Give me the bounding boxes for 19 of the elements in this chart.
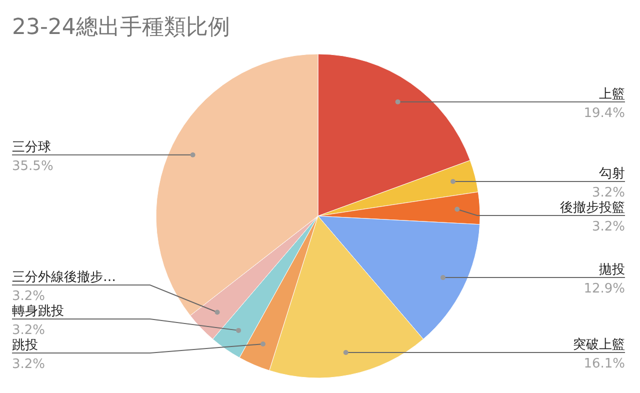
slice-label: 拋投 [599,262,625,278]
data-label: 3.2% [12,289,46,304]
data-label: 3.2% [12,323,46,338]
slice-label: 後撤步投籃 [560,200,625,216]
data-label: 35.5% [12,158,54,174]
slice-label: 三分外線後撤步… [12,270,116,285]
slice-label: 三分球 [12,140,51,155]
slice-label: 轉身跳投 [12,304,64,319]
data-label: 3.2% [592,220,625,235]
slice-label: 上籃 [599,86,625,102]
data-label: 16.1% [584,356,625,372]
data-label: 19.4% [584,106,625,121]
slice-label: 突破上籃 [573,338,625,353]
data-label: 3.2% [592,186,625,201]
data-label: 3.2% [12,357,46,372]
slice-label: 勾射 [599,166,625,182]
slice-label: 跳投 [12,338,38,353]
data-label: 12.9% [584,282,625,297]
chart-title: 23-24總出手種類比例 [12,15,230,40]
